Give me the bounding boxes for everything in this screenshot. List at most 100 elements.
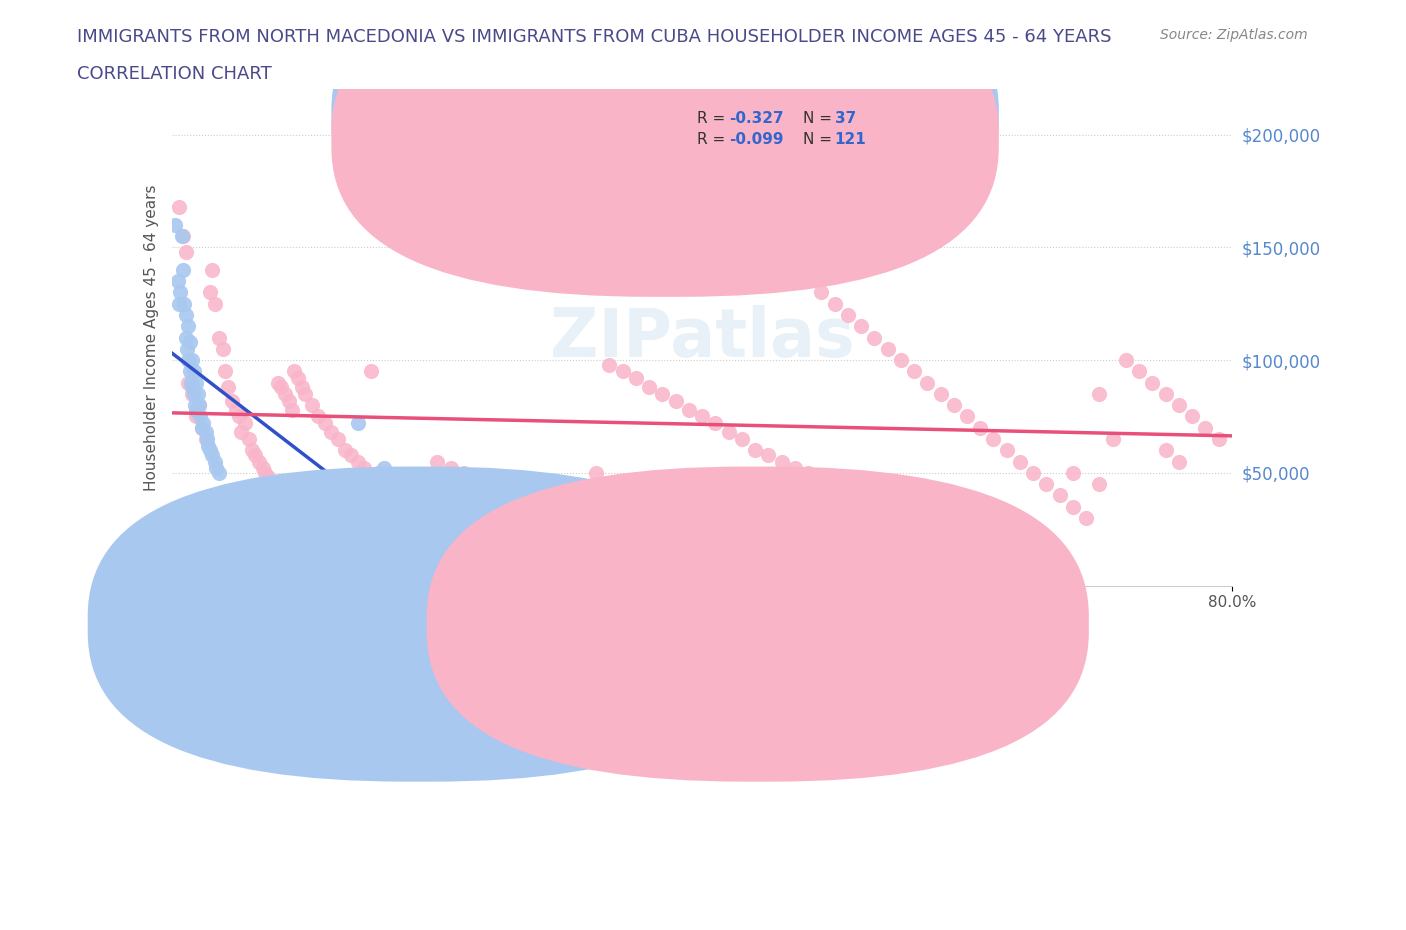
Point	[174, 308, 197, 323]
Point	[837, 308, 859, 323]
Point	[225, 403, 247, 418]
Point	[221, 393, 243, 408]
FancyBboxPatch shape	[332, 0, 998, 297]
Point	[191, 416, 214, 431]
Point	[1062, 499, 1084, 514]
Point	[274, 387, 297, 402]
Point	[1049, 488, 1071, 503]
Point	[531, 499, 554, 514]
Point	[1181, 409, 1204, 424]
Point	[1208, 432, 1230, 446]
Point	[995, 443, 1018, 458]
Point	[1101, 432, 1123, 446]
Point	[194, 425, 217, 440]
Point	[1035, 477, 1057, 492]
Point	[969, 420, 991, 435]
Point	[347, 416, 370, 431]
Point	[204, 454, 226, 469]
Point	[558, 511, 581, 525]
Point	[205, 461, 228, 476]
Point	[177, 352, 200, 367]
Text: R =: R =	[697, 111, 730, 126]
Point	[247, 454, 270, 469]
Point	[180, 375, 202, 390]
Point	[387, 481, 409, 496]
Point	[190, 420, 212, 435]
Point	[291, 379, 314, 394]
Point	[651, 387, 673, 402]
Point	[492, 481, 515, 496]
Point	[1088, 387, 1111, 402]
Point	[399, 493, 422, 508]
Point	[307, 409, 329, 424]
Point	[665, 393, 688, 408]
Point	[929, 387, 952, 402]
Point	[353, 461, 375, 476]
Point	[1062, 465, 1084, 480]
Point	[465, 470, 488, 485]
Point	[942, 398, 965, 413]
Point	[172, 262, 194, 277]
Point	[392, 488, 415, 503]
Point	[756, 447, 779, 462]
Point	[181, 352, 204, 367]
Point	[326, 432, 349, 446]
Point	[174, 330, 197, 345]
Point	[188, 409, 211, 424]
Point	[217, 379, 239, 394]
Point	[1022, 465, 1045, 480]
Point	[321, 425, 343, 440]
Point	[917, 375, 939, 390]
Point	[270, 379, 292, 394]
Point	[439, 461, 461, 476]
Point	[173, 297, 195, 312]
Point	[166, 273, 188, 288]
Point	[231, 425, 253, 440]
Point	[287, 371, 309, 386]
Point	[176, 341, 198, 356]
Point	[283, 364, 305, 379]
Point	[340, 447, 363, 462]
Point	[479, 477, 502, 492]
Point	[187, 387, 209, 402]
Point	[690, 409, 713, 424]
Point	[190, 420, 212, 435]
Point	[177, 375, 200, 390]
Point	[890, 352, 912, 367]
Point	[333, 443, 356, 458]
Point	[233, 416, 256, 431]
Point	[717, 425, 740, 440]
Point	[863, 330, 886, 345]
Point	[546, 506, 568, 521]
Point	[1167, 398, 1189, 413]
Point	[598, 357, 620, 372]
Point	[201, 447, 224, 462]
Point	[413, 506, 436, 521]
Point	[453, 465, 475, 480]
Point	[797, 465, 820, 480]
Text: Immigrants from North Macedonia: Immigrants from North Macedonia	[412, 618, 675, 632]
Y-axis label: Householder Income Ages 45 - 64 years: Householder Income Ages 45 - 64 years	[143, 184, 159, 491]
Text: N =: N =	[803, 111, 837, 126]
Point	[983, 432, 1005, 446]
Point	[704, 416, 727, 431]
Point	[252, 461, 274, 476]
Point	[572, 515, 595, 530]
Point	[1115, 352, 1137, 367]
Point	[1076, 511, 1098, 525]
Point	[783, 461, 806, 476]
Point	[172, 229, 194, 244]
Text: R =: R =	[697, 131, 730, 147]
Point	[824, 297, 846, 312]
Text: IMMIGRANTS FROM NORTH MACEDONIA VS IMMIGRANTS FROM CUBA HOUSEHOLDER INCOME AGES : IMMIGRANTS FROM NORTH MACEDONIA VS IMMIG…	[77, 28, 1112, 46]
Text: Source: ZipAtlas.com: Source: ZipAtlas.com	[1160, 28, 1308, 42]
Point	[731, 432, 754, 446]
Point	[260, 477, 283, 492]
Point	[167, 199, 190, 214]
Point	[188, 398, 211, 413]
Point	[1088, 477, 1111, 492]
Text: CORRELATION CHART: CORRELATION CHART	[77, 65, 273, 83]
Point	[186, 403, 208, 418]
Point	[256, 470, 278, 485]
Point	[238, 432, 260, 446]
